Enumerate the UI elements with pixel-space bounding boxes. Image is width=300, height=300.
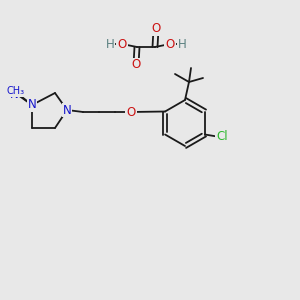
Text: CH₃: CH₃ <box>7 86 25 96</box>
Text: N: N <box>10 88 18 100</box>
Text: N: N <box>63 103 71 116</box>
Text: H: H <box>106 38 114 50</box>
Text: O: O <box>152 22 160 35</box>
Text: Cl: Cl <box>216 130 228 143</box>
Text: O: O <box>131 58 141 71</box>
Text: O: O <box>126 106 136 118</box>
Text: O: O <box>165 38 175 50</box>
Text: O: O <box>117 38 127 50</box>
Text: N: N <box>28 98 36 112</box>
Text: H: H <box>178 38 186 50</box>
